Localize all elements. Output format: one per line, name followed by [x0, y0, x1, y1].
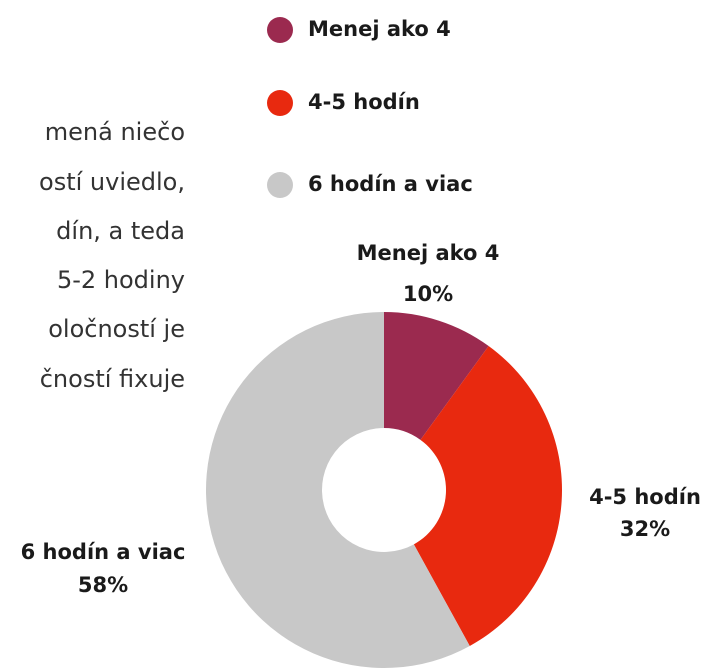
data-label-name: 6 hodín a viac — [21, 540, 186, 564]
donut-slice — [206, 312, 470, 668]
paragraph-line: čností fixuje — [40, 365, 185, 393]
paragraph-line: oločností je — [48, 315, 185, 343]
paragraph-line: 5-2 hodiny — [57, 266, 185, 294]
paragraph-line: dín, a teda — [56, 217, 185, 245]
paragraph-line: mená niečo — [45, 118, 185, 146]
data-label-value: 32% — [620, 517, 670, 541]
legend-label: 4-5 hodín — [308, 90, 420, 114]
paragraph-line: ostí uviedlo, — [39, 168, 185, 196]
legend-label: 6 hodín a viac — [308, 172, 473, 196]
donut-slice — [413, 345, 562, 646]
data-label-name: 4-5 hodín — [589, 485, 701, 509]
donut-slice — [384, 312, 489, 440]
legend-label: Menej ako 4 — [308, 17, 451, 41]
data-label-value: 58% — [78, 573, 128, 597]
legend-swatch — [267, 90, 293, 116]
data-label-value: 10% — [403, 282, 453, 306]
data-label-name: Menej ako 4 — [357, 241, 500, 265]
legend-swatch — [267, 17, 293, 43]
legend-swatch — [267, 172, 293, 198]
